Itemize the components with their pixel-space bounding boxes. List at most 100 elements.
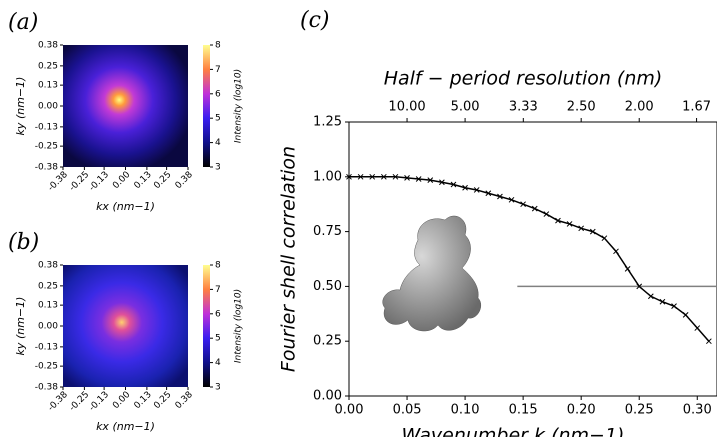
fsc-marker [694,325,701,331]
x2-axis-label: Half − period resolution (nm) [384,68,663,90]
colorbar [203,45,210,167]
y-axis-label: Fourier shell correlation [278,146,300,372]
fsc-marker [671,303,677,309]
fsc-marker [682,312,689,318]
y-tick-label: 0.13 [38,301,58,311]
x-tick-label: 0.00 [335,403,364,418]
panel-label: (c) [300,8,330,33]
fsc-marker [647,293,654,300]
y-tick-label: -0.38 [35,383,59,393]
colorbar-tick-label: 8 [215,261,221,271]
x-tick-label: 0.00 [111,170,132,191]
x-tick-label: 0.13 [133,170,154,191]
fsc-marker [508,196,515,203]
heatmap-image [63,265,188,387]
y-tick-label: 0.38 [38,261,58,271]
y-tick-label: -0.25 [35,142,58,152]
y-tick-label: 0.75 [313,224,342,239]
x2-tick-label: 5.00 [451,100,480,115]
x2-tick-label: 1.67 [682,100,711,115]
fsc-marker [531,205,538,212]
y-tick-label: 0.00 [38,102,58,112]
y-tick-label: 1.00 [313,169,342,184]
heatmap-image [63,45,188,167]
colorbar-tick-label: 6 [215,89,221,99]
colorbar [203,265,210,387]
x-tick-label: -0.13 [87,170,111,194]
x-tick-label: 0.15 [509,403,538,418]
colorbar-tick-label: 3 [215,163,221,173]
x-tick-label: -0.25 [68,170,92,194]
fsc-marker [450,181,457,188]
colorbar-tick-label: 4 [215,138,221,148]
x-tick-label: -0.25 [68,390,92,414]
fsc-marker [485,190,492,197]
colorbar-label: Intensity (log10) [234,69,244,143]
y-axis-label: ky (nm−1) [14,77,27,136]
x-tick-label: 0.25 [152,170,173,191]
fsc-marker [624,266,631,272]
fsc-marker [380,173,387,180]
x-tick-label: -0.38 [46,390,70,414]
x-tick-label: 0.25 [152,390,173,411]
fsc-marker [601,235,608,242]
fsc-marker [497,193,503,200]
fsc-marker [636,283,643,290]
plot-frame [348,121,717,397]
x-tick-label: 0.05 [393,403,422,418]
fsc-marker [439,179,445,186]
y-tick-label: -0.38 [35,163,59,173]
colorbar-tick-label: 7 [215,65,221,75]
x2-tick-label: 10.00 [388,100,425,115]
x-tick-label: 0.38 [174,170,195,191]
x-tick-label: 0.20 [567,403,596,418]
panel-label: (a) [8,10,38,35]
colorbar-tick-label: 4 [215,358,221,368]
x-tick-label: 0.13 [133,390,154,411]
y-tick-label: 0.25 [38,61,58,71]
x-axis-label: kx (nm−1) [96,420,155,433]
fsc-marker [706,338,712,345]
fsc-marker [346,173,352,180]
fsc-marker [415,176,422,182]
x-tick-label: 0.25 [625,403,654,418]
y-tick-label: 0.38 [38,41,58,51]
x2-tick-label: 3.33 [509,100,538,115]
fsc-marker [520,201,526,208]
x-tick-label: -0.13 [87,390,111,414]
fsc-marker [543,211,550,217]
colorbar-tick-label: 8 [215,41,221,51]
y-tick-label: 0.50 [313,279,342,294]
y-tick-label: 0.25 [38,281,58,291]
fsc-marker [369,173,376,180]
molecule-render [382,215,482,332]
colorbar-label: Intensity (log10) [234,289,244,363]
fsc-marker [404,175,410,181]
panel-label: (b) [8,230,39,255]
fsc-marker [659,298,666,305]
fsc-marker [473,187,480,193]
y-tick-label: -0.13 [35,122,58,132]
fsc-marker [566,221,573,227]
fsc-marker [357,173,364,180]
y-tick-label: 0.00 [38,322,58,332]
x-tick-label: 0.38 [174,390,195,411]
y-tick-label: 0.25 [313,334,342,349]
x-tick-label: 0.10 [451,403,480,418]
y-tick-label: 1.25 [313,115,342,130]
colorbar-tick-label: 3 [215,383,221,393]
fsc-marker [578,225,585,232]
colorbar-tick-label: 5 [215,114,221,124]
colorbar-tick-label: 6 [215,309,221,319]
x-tick-label: 0.00 [111,390,132,411]
y-tick-label: 0.00 [313,389,342,404]
x-tick-label: -0.38 [46,170,70,194]
fsc-marker [613,248,619,255]
fsc-marker [555,217,561,224]
fsc-marker [392,173,399,180]
x2-tick-label: 2.00 [625,100,654,115]
colorbar-tick-label: 5 [215,334,221,344]
fsc-marker [427,177,434,183]
x-tick-label: 0.30 [683,403,712,418]
